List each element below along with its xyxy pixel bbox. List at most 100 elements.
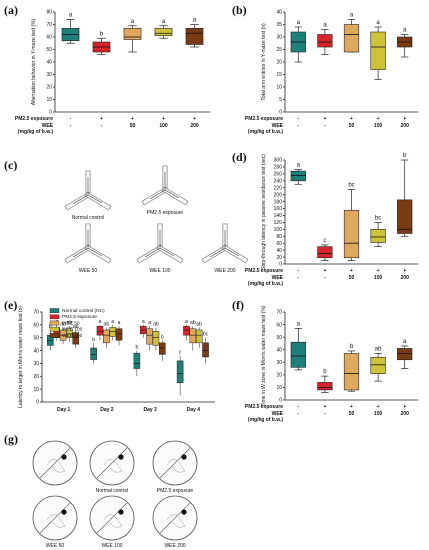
quadrant-line: [96, 447, 128, 479]
water-maze-caption: WEE 200: [164, 543, 185, 549]
wee-row-label: WEE: [272, 411, 284, 417]
box-f-2: [343, 353, 360, 391]
pm-exposure-value: +: [131, 116, 134, 122]
y-tick-label: 50: [276, 335, 282, 341]
legend-entry: WEE 200: [62, 333, 83, 339]
water-maze-caption: PM2.5 exposure: [157, 488, 194, 494]
y-maze-caption: PM2.5 exposure: [147, 210, 184, 216]
box-e-1-1: [96, 325, 104, 336]
y-tick-label: 20: [46, 85, 52, 91]
significance-letter: a: [297, 20, 301, 26]
panel-label-e: (e): [4, 298, 18, 312]
box-e-0-4: [72, 332, 80, 345]
significance-letter: a: [323, 23, 327, 29]
pm-exposure-value: +: [162, 116, 165, 122]
y-tick-label: 35: [276, 22, 282, 28]
box-e-3-4: [202, 342, 209, 358]
significance-letter: ab: [60, 321, 66, 327]
y-tick-label: 40: [33, 348, 39, 354]
y-tick-label: 20: [276, 60, 282, 66]
wee-dose-value: 100: [159, 123, 168, 129]
significance-letter: ab: [104, 321, 110, 327]
legend-entry: PM2.5 exposure: [62, 314, 97, 320]
significance-letter: ab: [67, 320, 73, 326]
significance-letter: a: [193, 18, 197, 24]
dose-unit-label: (mg/kg of b.w.): [18, 129, 53, 135]
wee-dose-value: -: [297, 411, 299, 417]
box-e-1-4: [115, 328, 123, 341]
pm-exposure-row-label: PM2.5 exposure: [245, 404, 283, 410]
y-tick-label: 30: [276, 360, 282, 366]
wee-dose-value: 100: [374, 123, 383, 129]
pm-exposure-value: +: [403, 268, 406, 274]
box-e-3-0: [176, 360, 184, 383]
wee-dose-value: -: [324, 275, 326, 281]
wee-dose-value: 100: [374, 411, 383, 417]
swim-path: [166, 514, 186, 528]
pm-exposure-row-label: PM2.5 exposure: [245, 116, 283, 122]
y-tick-label: 100: [274, 227, 283, 233]
y-tick-label: 10: [33, 387, 39, 393]
wee-dose-value: -: [70, 123, 72, 129]
box-d-2: [343, 209, 360, 259]
y-axis-title-e: Latency to target in Morris water maze t…: [18, 306, 24, 408]
box-f-1: [317, 382, 333, 391]
swim-path: [103, 459, 123, 473]
panel-label-g: (g): [4, 432, 18, 446]
box-a-3: [154, 27, 173, 37]
pm-exposure-value: +: [377, 404, 380, 410]
y-axis-title-a: Alternation behavior in Y-maze test (%): [31, 18, 37, 105]
wee-row-label: WEE: [272, 123, 284, 129]
water-maze-caption: Normal control: [96, 488, 129, 494]
significance-letter: ab: [196, 321, 202, 327]
significance-letter: a: [376, 20, 380, 26]
pm-exposure-value: +: [350, 116, 353, 122]
platform-icon: [61, 509, 67, 515]
significance-letter: a: [403, 339, 407, 345]
box-e-0-3: [66, 328, 73, 338]
x-category-label: Day 2: [100, 407, 114, 413]
wee-dose-value: 100: [374, 275, 383, 281]
pm-exposure-value: -: [297, 116, 299, 122]
significance-letter: c: [179, 350, 182, 356]
significance-letter: a: [297, 163, 301, 169]
y-tick-label: 30: [276, 35, 282, 41]
box-e-1-2: [103, 329, 110, 344]
significance-letter: a: [131, 19, 135, 25]
platform-icon: [181, 509, 187, 515]
y-tick-label: 60: [33, 323, 39, 329]
y-tick-label: 70: [33, 310, 39, 316]
y-maze-track-1: [141, 165, 189, 206]
y-tick-label: 60: [276, 241, 282, 247]
box-d-3: [370, 229, 386, 243]
y-tick-label: 60: [276, 322, 282, 328]
box-e-2-4: [159, 342, 166, 355]
y-tick-label: 15: [276, 72, 282, 78]
pm-exposure-value: +: [350, 404, 353, 410]
y-tick-label: 180: [274, 199, 283, 205]
box-b-1: [317, 34, 333, 48]
wee-dose-value: -: [101, 123, 103, 129]
legend-entry: WEE 50: [62, 320, 80, 326]
box-a-4: [185, 27, 204, 45]
swim-path: [103, 514, 123, 528]
significance-letter: b: [135, 345, 138, 351]
panel-label-d: (d): [232, 150, 247, 164]
swim-path: [46, 514, 66, 528]
wee-dose-value: 50: [130, 123, 136, 129]
y-tick-label: 260: [274, 172, 283, 178]
y-tick-label: 0: [279, 110, 282, 116]
dose-unit-label: (mg/kg of b.w.): [248, 281, 283, 287]
wee-row-label: WEE: [42, 123, 54, 129]
pm-exposure-value: -: [70, 116, 72, 122]
significance-letter: a: [403, 28, 407, 34]
box-d-1: [317, 246, 333, 259]
y-tick-label: 40: [276, 10, 282, 16]
significance-letter: a: [118, 320, 121, 326]
platform-icon: [181, 454, 187, 460]
y-tick-label: 60: [46, 35, 52, 41]
y-tick-label: 50: [33, 335, 39, 341]
y-tick-label: 220: [274, 185, 283, 191]
y-tick-label: 80: [276, 234, 282, 240]
